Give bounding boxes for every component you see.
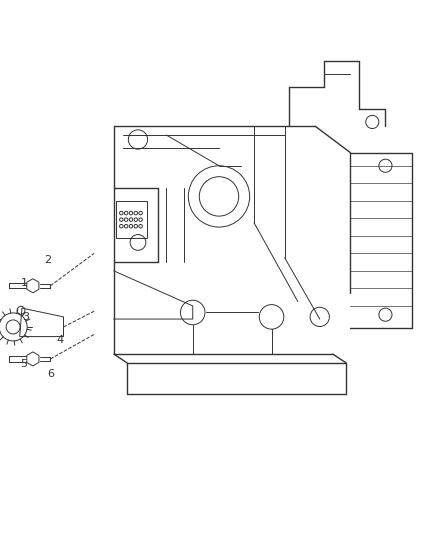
- Text: 1: 1: [21, 278, 28, 288]
- Text: 3: 3: [22, 312, 29, 322]
- Text: 5: 5: [21, 359, 28, 369]
- Text: 4: 4: [57, 335, 64, 345]
- Text: 6: 6: [47, 369, 54, 379]
- Bar: [116, 201, 147, 238]
- Text: 2: 2: [45, 255, 52, 265]
